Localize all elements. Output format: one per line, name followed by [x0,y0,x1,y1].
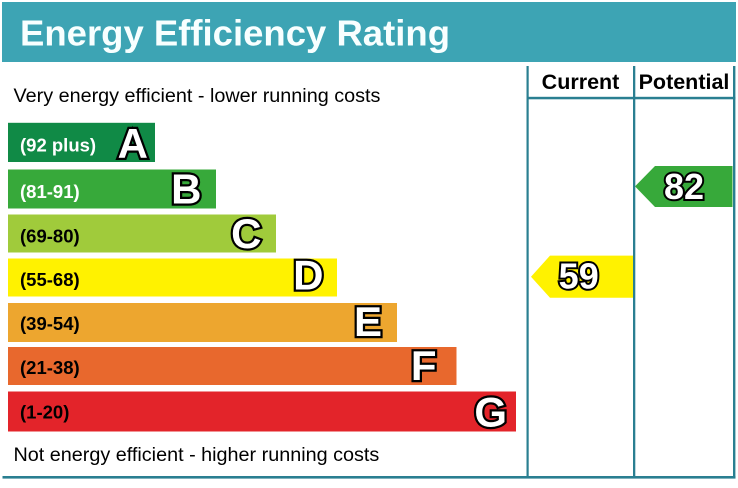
svg-text:E: E [354,298,382,345]
svg-text:C: C [231,210,261,257]
svg-text:Energy Efficiency Rating: Energy Efficiency Rating [20,13,450,54]
svg-text:(21-38): (21-38) [20,357,80,378]
svg-text:(55-68): (55-68) [20,269,80,290]
svg-text:G: G [474,389,507,436]
svg-text:(81-91): (81-91) [20,181,80,202]
svg-text:Very energy efficient - lower: Very energy efficient - lower running co… [14,85,381,107]
svg-text:59: 59 [559,256,599,297]
svg-text:D: D [293,252,323,299]
svg-text:(92 plus): (92 plus) [20,135,96,156]
svg-text:(39-54): (39-54) [20,313,80,334]
svg-text:Not energy efficient - higher: Not energy efficient - higher running co… [14,444,380,466]
svg-text:82: 82 [664,166,704,207]
svg-text:(1-20): (1-20) [20,401,69,422]
svg-text:A: A [118,120,148,167]
svg-text:Potential: Potential [639,70,730,94]
svg-text:Current: Current [542,70,620,94]
svg-text:F: F [411,342,437,389]
svg-text:B: B [171,166,201,213]
svg-text:(69-80): (69-80) [20,225,80,246]
